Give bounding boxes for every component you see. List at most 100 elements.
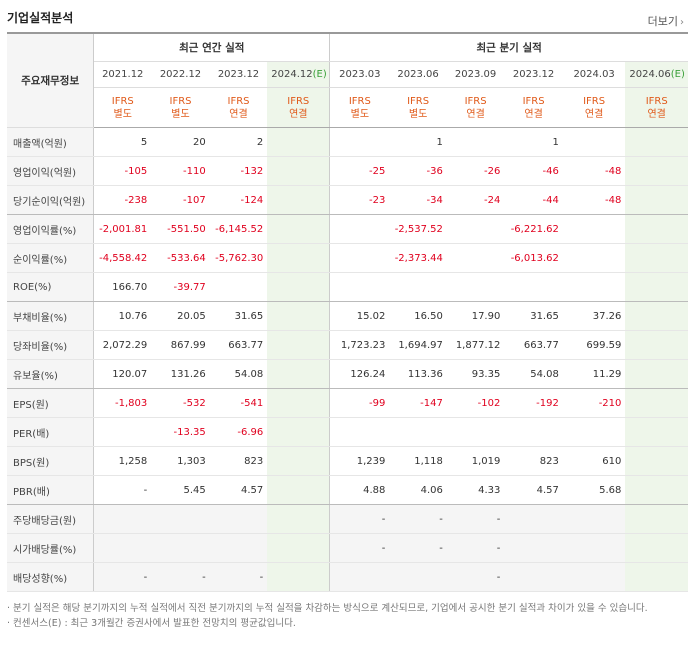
row-label: PBR(배) xyxy=(7,475,95,505)
table-cell xyxy=(389,272,447,302)
period-header: 2023.06 xyxy=(389,61,447,88)
table-cell: -132 xyxy=(209,156,268,186)
table-row: 유보율(%) 120.07 131.26 54.08 126.24 113.36 93.35… xyxy=(7,359,688,389)
standard-header: IFRS 연결 xyxy=(209,87,268,128)
table-cell: 11.29 xyxy=(562,359,626,389)
table-cell: -34 xyxy=(389,185,447,215)
quarter-group-header: 최근 분기 실적 xyxy=(329,33,688,62)
table-cell: 1,118 xyxy=(389,446,447,476)
table-cell xyxy=(329,562,390,592)
table-cell xyxy=(562,562,626,592)
standard-header: IFRS 연결 xyxy=(504,87,563,128)
table-cell: - xyxy=(329,504,390,534)
table-cell: 4.57 xyxy=(209,475,268,505)
table-cell: 54.08 xyxy=(504,359,563,389)
row-label: 유보율(%) xyxy=(7,359,95,389)
table-cell xyxy=(151,533,210,563)
table-cell xyxy=(625,330,688,360)
table-cell: 5.68 xyxy=(562,475,626,505)
table-cell: 663.77 xyxy=(504,330,563,360)
table-cell: -44 xyxy=(504,185,563,215)
table-cell xyxy=(562,127,626,157)
table-cell: 4.33 xyxy=(446,475,505,505)
table-cell xyxy=(329,214,390,244)
table-cell: -2,001.81 xyxy=(93,214,152,244)
table-cell xyxy=(267,533,330,563)
standard-header: IFRS 연결 xyxy=(446,87,505,128)
table-cell: -238 xyxy=(93,185,152,215)
table-row: 당기순이익(억원) -238 -107 -124 -23 -34 -24 -44 -48 xyxy=(7,185,688,215)
row-label: 영업이익(억원) xyxy=(7,156,95,186)
table-cell: - xyxy=(389,533,447,563)
table-cell xyxy=(446,243,505,273)
table-row: 시가배당률(%) - - - xyxy=(7,533,688,563)
row-label: 시가배당률(%) xyxy=(7,533,95,563)
table-cell: 610 xyxy=(562,446,626,476)
row-label: PER(배) xyxy=(7,417,95,447)
table-cell: 113.36 xyxy=(389,359,447,389)
table-cell: -6,013.62 xyxy=(504,243,563,273)
table-cell xyxy=(93,417,152,447)
table-row: 영업이익(억원) -105 -110 -132 -25 -36 -26 -46 -48 xyxy=(7,156,688,186)
table-cell xyxy=(504,417,563,447)
financial-table: 주요재무정보 최근 연간 실적 최근 분기 실적 2021.12 2022.12 2… xyxy=(7,32,688,592)
chevron-right-icon: › xyxy=(680,17,684,28)
table-cell: 823 xyxy=(504,446,563,476)
table-cell xyxy=(267,156,330,186)
row-label: EPS(원) xyxy=(7,388,95,418)
table-cell: -6,145.52 xyxy=(209,214,268,244)
table-cell: -46 xyxy=(504,156,563,186)
table-cell xyxy=(267,185,330,215)
table-cell xyxy=(625,475,688,505)
table-cell: 1,258 xyxy=(93,446,152,476)
row-label: 배당성향(%) xyxy=(7,562,95,592)
table-cell: 120.07 xyxy=(93,359,152,389)
table-cell xyxy=(625,388,688,418)
table-cell: 1,239 xyxy=(329,446,390,476)
table-cell xyxy=(267,214,330,244)
table-cell xyxy=(625,417,688,447)
table-cell xyxy=(625,301,688,331)
period-header: 2022.12 xyxy=(151,61,210,88)
row-label: 영업이익률(%) xyxy=(7,214,95,244)
table-row: 매출액(억원) 5 20 2 1 1 xyxy=(7,127,688,157)
table-cell: -1,803 xyxy=(93,388,152,418)
period-header: 2024.12(E) xyxy=(267,61,330,88)
period-header: 2024.03 xyxy=(562,61,626,88)
period-header: 2023.03 xyxy=(329,61,390,88)
table-cell: 10.76 xyxy=(93,301,152,331)
table-cell: 131.26 xyxy=(151,359,210,389)
table-cell: 1,877.12 xyxy=(446,330,505,360)
table-cell xyxy=(329,417,390,447)
table-cell: -25 xyxy=(329,156,390,186)
table-cell xyxy=(562,533,626,563)
more-link[interactable]: 더보기 › xyxy=(648,13,684,29)
table-cell xyxy=(562,214,626,244)
table-cell xyxy=(625,156,688,186)
period-header: 2023.12 xyxy=(504,61,563,88)
table-row: BPS(원) 1,258 1,303 823 1,239 1,118 1,019 823 610 xyxy=(7,446,688,476)
annual-group-header: 최근 연간 실적 xyxy=(93,33,330,62)
table-cell xyxy=(562,243,626,273)
row-label: 매출액(억원) xyxy=(7,127,95,157)
table-cell: 20.05 xyxy=(151,301,210,331)
financial-table-wrap: 주요재무정보 최근 연간 실적 최근 분기 실적 2021.12 2022.12 2… xyxy=(7,32,688,592)
table-cell: 126.24 xyxy=(329,359,390,389)
table-cell: 663.77 xyxy=(209,330,268,360)
table-cell: -6,221.62 xyxy=(504,214,563,244)
table-cell: -2,373.44 xyxy=(389,243,447,273)
row-label: 순이익률(%) xyxy=(7,243,95,273)
table-cell: 15.02 xyxy=(329,301,390,331)
table-cell: -6.96 xyxy=(209,417,268,447)
table-cell xyxy=(446,214,505,244)
standard-header: IFRS 별도 xyxy=(329,87,390,128)
table-cell: -5,762.30 xyxy=(209,243,268,273)
table-cell: 4.57 xyxy=(504,475,563,505)
table-cell: 16.50 xyxy=(389,301,447,331)
table-row: 순이익률(%) -4,558.42 -533.64 -5,762.30 -2,373.4… xyxy=(7,243,688,273)
standard-header: IFRS 연결 xyxy=(267,87,330,128)
table-cell xyxy=(389,417,447,447)
table-cell: -192 xyxy=(504,388,563,418)
table-cell: -210 xyxy=(562,388,626,418)
row-label: 부채비율(%) xyxy=(7,301,95,331)
